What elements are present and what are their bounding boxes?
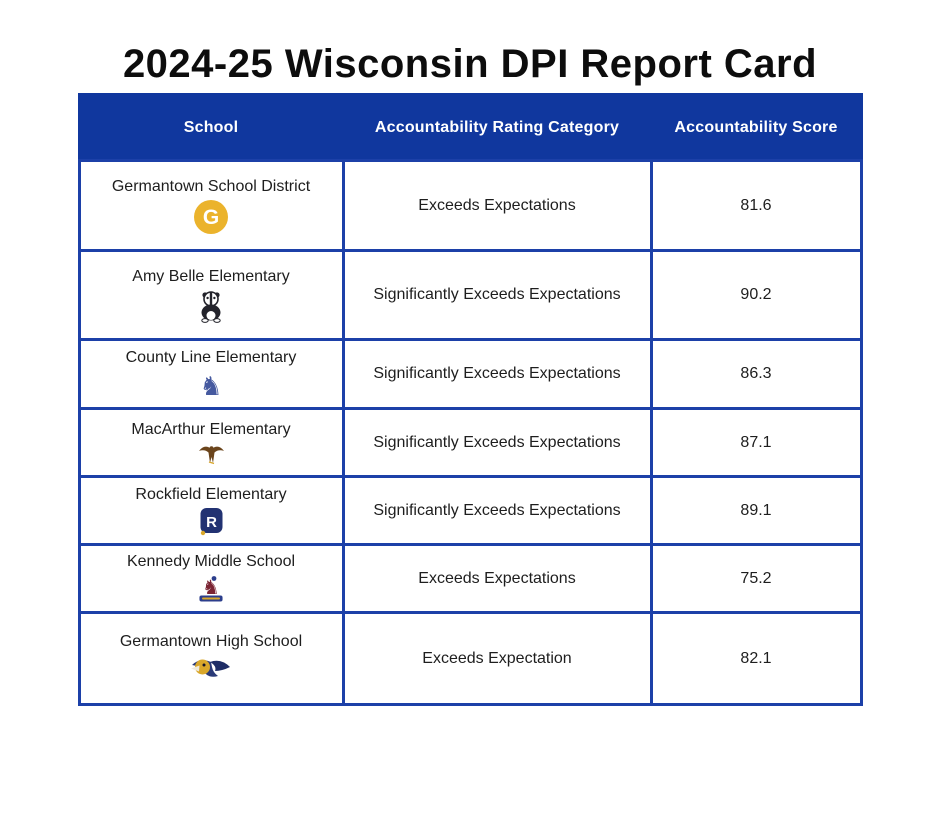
svg-text:R: R <box>206 514 217 531</box>
score-cell: 82.1 <box>649 611 863 706</box>
rating-cell: Exceeds Expectation <box>341 611 653 706</box>
column-header-rating-category: Accountability Rating Category <box>341 93 653 162</box>
svg-text:♞: ♞ <box>199 372 222 400</box>
rockfield-r-logo-icon: R <box>200 508 222 536</box>
column-header-score: Accountability Score <box>649 93 863 162</box>
macarthur-eagle-mascot-icon <box>198 446 224 465</box>
score-cell: 75.2 <box>649 543 863 614</box>
school-name: Germantown High School <box>119 633 303 650</box>
score-cell: 90.2 <box>649 249 863 341</box>
score-cell: 87.1 <box>649 407 863 478</box>
page-title: 2024-25 Wisconsin DPI Report Card <box>122 42 818 86</box>
table-header-row: School Accountability Rating Category Ac… <box>77 93 863 162</box>
school-cell: Kennedy Middle School ♞ <box>77 543 345 614</box>
school-name: Kennedy Middle School <box>126 553 296 570</box>
score-cell: 86.3 <box>649 338 863 410</box>
amy-belle-badger-mascot-icon <box>201 291 221 323</box>
svg-text:♞: ♞ <box>202 575 220 599</box>
report-card-table: School Accountability Rating Category Ac… <box>77 93 863 706</box>
table-row: Amy Belle Elementary Significantly Excee… <box>77 249 863 341</box>
rating-cell: Significantly Exceeds Expectations <box>341 475 653 546</box>
school-cell: Germantown High School <box>77 611 345 706</box>
school-name: Germantown School District <box>111 177 311 195</box>
school-name: Amy Belle Elementary <box>132 268 290 285</box>
school-name: MacArthur Elementary <box>131 421 291 438</box>
germantown-warhawk-mascot-icon <box>191 659 230 677</box>
table-row: Germantown School District G Exceeds Exp… <box>77 159 863 252</box>
score-cell: 81.6 <box>649 159 863 252</box>
svg-text:G: G <box>203 206 219 229</box>
table-row: Germantown High School Exceeds Expectati… <box>77 611 863 706</box>
school-cell: Rockfield Elementary R <box>77 475 345 546</box>
rating-cell: Significantly Exceeds Expectations <box>341 407 653 478</box>
column-header-school: School <box>77 93 345 162</box>
school-cell: Germantown School District G <box>77 159 345 252</box>
rating-cell: Exceeds Expectations <box>341 543 653 614</box>
germantown-g-logo-icon: G <box>194 199 228 234</box>
school-cell: MacArthur Elementary <box>77 407 345 478</box>
table-row: MacArthur Elementary Significantly Excee… <box>77 407 863 478</box>
school-cell: County Line Elementary ♞ <box>77 338 345 410</box>
rating-cell: Significantly Exceeds Expectations <box>341 249 653 341</box>
kennedy-colonial-mascot-icon: ♞ <box>198 575 224 603</box>
rating-cell: Exceeds Expectations <box>341 159 653 252</box>
table-row: Rockfield Elementary R Significantly Exc… <box>77 475 863 546</box>
school-cell: Amy Belle Elementary <box>77 249 345 341</box>
school-name: Rockfield Elementary <box>135 486 287 503</box>
rating-cell: Significantly Exceeds Expectations <box>341 338 653 410</box>
table-row: Kennedy Middle School ♞ Exceeds Expectat… <box>77 543 863 614</box>
score-cell: 89.1 <box>649 475 863 546</box>
report-table-body: Germantown School District G Exceeds Exp… <box>77 159 863 706</box>
school-name: County Line Elementary <box>125 349 297 366</box>
county-line-colt-mascot-icon: ♞ <box>199 372 222 400</box>
table-row: County Line Elementary ♞ Significantly E… <box>77 338 863 410</box>
